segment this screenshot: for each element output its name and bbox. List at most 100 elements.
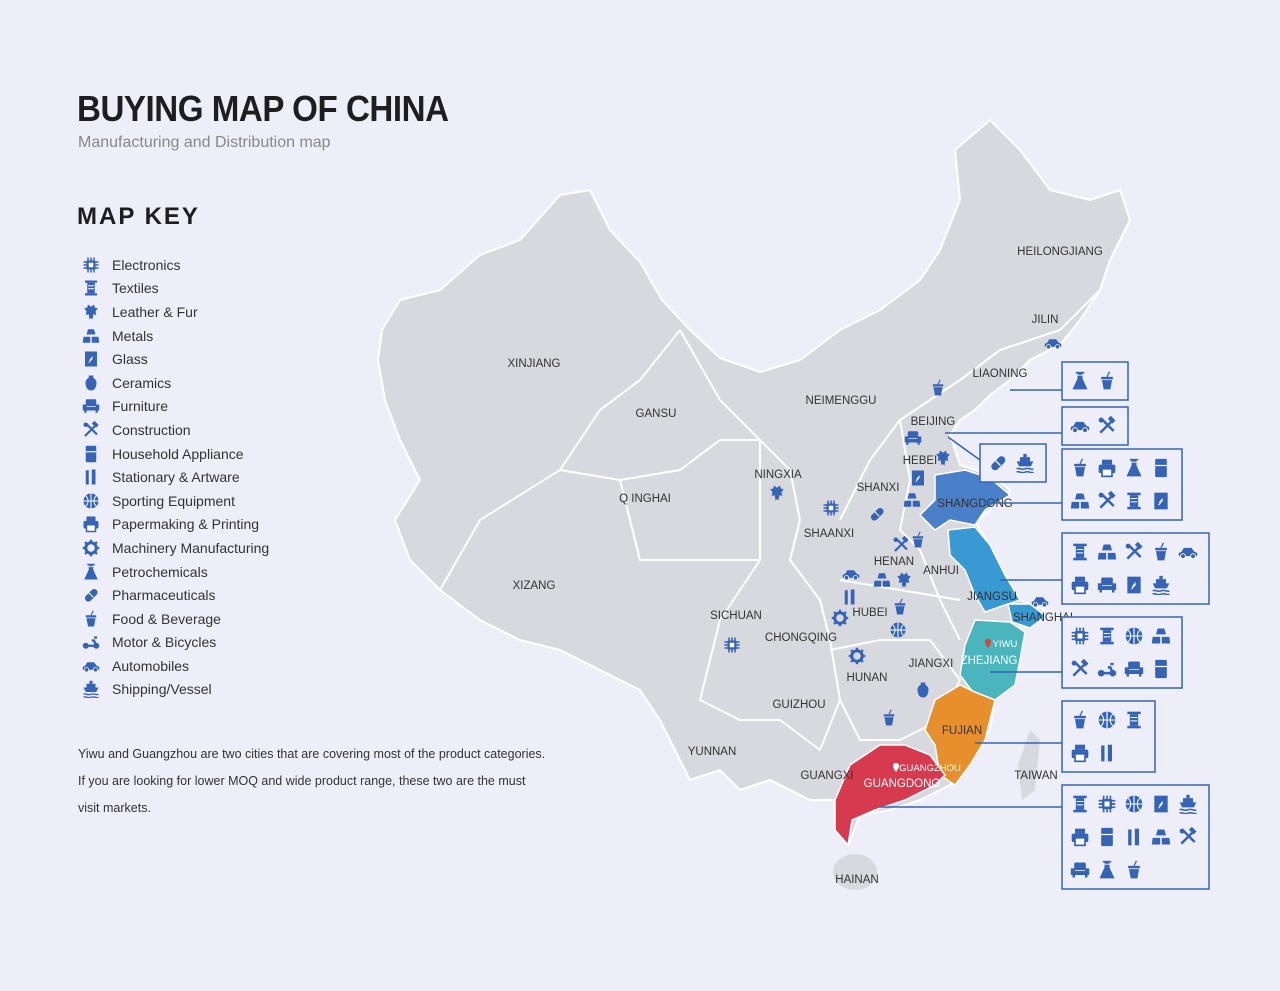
yiwu-pin-icon — [985, 639, 991, 648]
label-beijing: BEIJING — [911, 416, 956, 428]
appliance-icon — [1100, 827, 1114, 847]
key-item-appliance: Household Appliance — [82, 442, 269, 466]
callout-beijing — [945, 406, 1129, 446]
key-item-petrochem: Petrochemicals — [82, 560, 269, 584]
label-guangdong: GUANGDONG — [864, 778, 941, 790]
highlighted-provinces — [834, 469, 1048, 847]
key-item-label: Shipping/Vessel — [112, 681, 212, 698]
key-item-sporting: Sporting Equipment — [82, 489, 269, 513]
label-anhui: ANHUI — [923, 565, 959, 577]
key-item-ceramics: Ceramics — [82, 371, 269, 395]
label-hainan: HAINAN — [835, 874, 878, 886]
label-taiwan: TAIWAN — [1014, 770, 1057, 782]
key-item-electronics: Electronics — [82, 253, 269, 277]
label-henan: HENAN — [874, 556, 914, 568]
automobile-icon — [1031, 596, 1049, 608]
label-neimenggu: NEIMENGGU — [806, 395, 877, 407]
label-jilin: JILIN — [1032, 314, 1059, 326]
page-subtitle: Manufacturing and Distribution map — [78, 134, 331, 151]
callout-liaoning — [1010, 361, 1129, 401]
label-jiangsu: JIANGSU — [967, 591, 1017, 603]
province-shanghai — [1007, 603, 1048, 629]
callout-box — [1061, 406, 1129, 446]
hainan-island — [833, 854, 877, 890]
key-item-construction: Construction — [82, 418, 269, 442]
label-jiangxi: JIANGXI — [909, 658, 954, 670]
label-guangzhou: GUANGZHOU — [899, 763, 961, 774]
label-yunnan: YUNNAN — [688, 746, 737, 758]
sporting-icon — [1098, 711, 1116, 729]
markets-note: Yiwu and Guangzhou are two cities that a… — [78, 747, 546, 815]
callout-jiangsu — [1000, 532, 1210, 605]
label-ningxia: NINGXIA — [754, 469, 802, 481]
province-labels: HEILONGJIANG JILIN LIAONING NEIMENGGU BE… — [507, 246, 1102, 886]
key-item-label: Household Appliance — [112, 445, 244, 462]
key-item-label: Textiles — [112, 280, 159, 297]
sporting-icon — [1125, 627, 1143, 645]
callout-shangdong — [985, 448, 1183, 521]
label-guizhou: GUIZHOU — [772, 699, 825, 711]
key-item-food: Food & Beverage — [82, 607, 269, 631]
key-item-label: Glass — [112, 351, 148, 368]
sporting-icon — [1125, 795, 1143, 813]
key-item-label: Construction — [112, 421, 191, 438]
key-item-label: Stationary & Artware — [112, 469, 240, 486]
province-guangdong — [834, 744, 946, 847]
province-zhejiang — [959, 619, 1026, 701]
key-item-glass: Glass — [82, 347, 269, 371]
page-title: BUYING MAP OF CHINA — [77, 88, 449, 129]
key-item-furniture: Furniture — [82, 395, 269, 419]
label-shanghai: SHANGHAI — [1013, 612, 1073, 624]
glass-icon — [911, 470, 925, 486]
label-liaoning: LIAONING — [973, 368, 1028, 380]
key-item-metals: Metals — [82, 324, 269, 348]
sporting-icon — [890, 622, 906, 638]
taiwan-island — [1018, 730, 1040, 800]
key-item-automobile: Automobiles — [82, 654, 269, 678]
key-item-label: Papermaking & Printing — [112, 516, 260, 533]
label-xizang: XIZANG — [513, 580, 556, 592]
province-callouts — [880, 361, 1210, 890]
key-item-label: Metals — [112, 327, 154, 344]
callout-hebei — [947, 436, 1047, 483]
key-item-label: Electronics — [112, 256, 181, 273]
key-item-label: Automobiles — [112, 657, 190, 674]
callout-guangdong — [880, 784, 1210, 890]
map-key: Electronics Textiles Leather & Fur Metals Gl… — [82, 253, 269, 701]
label-guangxi: GUANGXI — [800, 770, 853, 782]
mainland-outline — [376, 118, 1132, 847]
label-shaanxi: SHAANXI — [804, 528, 855, 540]
glass-icon — [1126, 576, 1142, 594]
key-item-motor: Motor & Bicycles — [82, 631, 269, 655]
guangzhou-pin-icon — [893, 763, 899, 772]
label-qinghai: Q INGHAI — [619, 493, 671, 505]
label-shangdong: SHANGDONG — [937, 498, 1012, 510]
label-shanxi: SHANXI — [857, 482, 900, 494]
key-item-label: Motor & Bicycles — [112, 634, 217, 651]
province-borders — [439, 289, 1101, 751]
key-item-label: Furniture — [112, 398, 169, 415]
label-chongqing: CHONGQING — [765, 632, 837, 644]
label-fujian: FUJIAN — [942, 725, 982, 737]
key-item-pharma: Pharmaceuticals — [82, 583, 269, 607]
key-item-label: Ceramics — [112, 374, 172, 391]
callout-fujian — [975, 700, 1156, 773]
label-gansu: GANSU — [636, 408, 677, 420]
province-fujian — [924, 684, 996, 787]
label-hunan: HUNAN — [847, 672, 888, 684]
china-landmass — [376, 118, 1132, 890]
glass-icon — [1153, 492, 1169, 510]
callout-zhejiang — [990, 616, 1183, 689]
label-heilongjiang: HEILONGJIANG — [1017, 246, 1103, 258]
callout-box — [979, 443, 1047, 483]
key-item-shipping: Shipping/Vessel — [82, 678, 269, 702]
key-item-label: Food & Beverage — [112, 610, 221, 627]
label-zhejiang: ZHEJIANG — [961, 655, 1018, 667]
label-hebei: HEBEI — [903, 455, 938, 467]
glass-icon — [1153, 795, 1169, 813]
label-xinjiang: XINJIANG — [507, 358, 560, 370]
key-item-stationary: Stationary & Artware — [82, 465, 269, 489]
key-item-label: Petrochemicals — [112, 563, 208, 580]
appliance-icon — [1154, 659, 1168, 679]
key-item-machinery: Machinery Manufacturing — [82, 536, 269, 560]
